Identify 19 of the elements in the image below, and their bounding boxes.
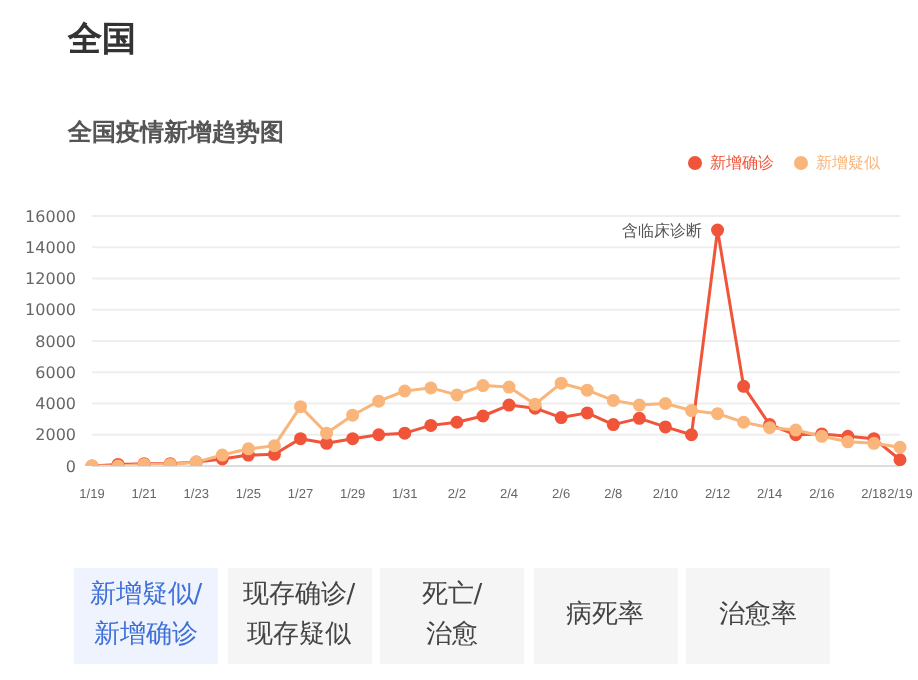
y-tick-label: 16000 (25, 207, 76, 226)
y-tick-label: 2000 (35, 426, 76, 445)
y-tick-label: 6000 (35, 363, 76, 382)
chart-title: 全国 (68, 18, 136, 62)
y-tick-label: 4000 (35, 395, 76, 414)
chart-subtitle: 全国疫情新增趋势图 (68, 116, 284, 150)
legend-label: 新增确诊 (710, 154, 774, 172)
y-tick-label: 12000 (25, 270, 76, 289)
y-tick-label: 0 (65, 457, 76, 476)
text: 新增疑似/新增确诊 (89, 578, 203, 654)
annotation: 含临床诊断 (621, 221, 702, 240)
y-tick-label: 10000 (25, 301, 76, 320)
text: 现存确诊/现存疑似 (242, 578, 356, 654)
y-tick-label: 14000 (25, 238, 76, 257)
legend-label: 新增疑似 (816, 154, 880, 172)
text: 病死率 (566, 598, 644, 634)
text: 治愈率 (719, 598, 797, 634)
text: 死亡/治愈 (421, 578, 483, 654)
y-tick-label: 8000 (35, 332, 76, 351)
